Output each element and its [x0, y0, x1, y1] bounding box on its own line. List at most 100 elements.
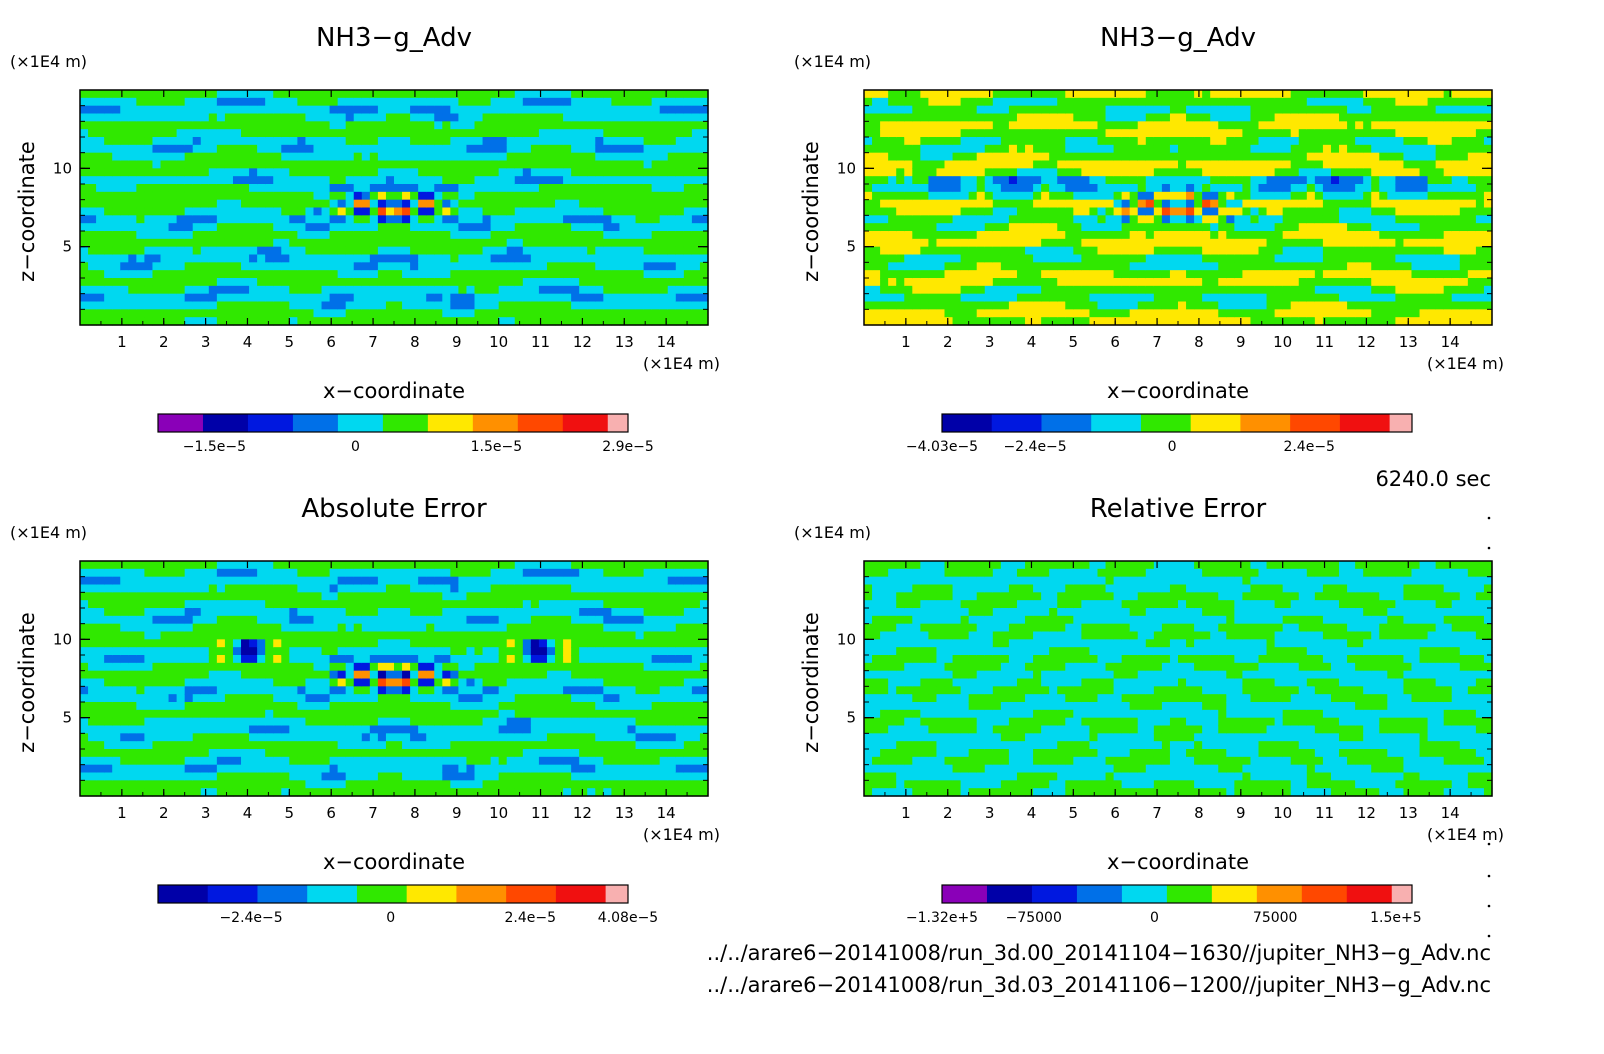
heatmap-cell: [1153, 184, 1163, 193]
heatmap-cell: [1073, 199, 1082, 209]
heatmap-cell: [337, 293, 347, 303]
heatmap-cell: [1169, 246, 1179, 256]
heatmap-cell: [241, 278, 250, 287]
heatmap-cell: [1435, 278, 1445, 287]
heatmap-cell: [1218, 168, 1227, 177]
heatmap-cell: [128, 278, 137, 287]
heatmap-cell: [1306, 113, 1316, 122]
heatmap-cell: [952, 285, 962, 295]
heatmap-cell: [160, 278, 170, 287]
heatmap-cell: [1145, 160, 1155, 169]
heatmap-cell: [385, 278, 395, 287]
heatmap-cell: [635, 160, 645, 169]
heatmap-cell: [888, 191, 897, 201]
heatmap-cell: [474, 309, 484, 318]
heatmap-cell: [888, 137, 897, 146]
heatmap-cell: [136, 207, 146, 216]
heatmap-cell: [667, 270, 677, 279]
heatmap-cell: [305, 262, 315, 271]
heatmap-cell: [216, 137, 226, 146]
heatmap-cell: [691, 278, 701, 287]
heatmap-cell: [1282, 184, 1292, 193]
heatmap-cell: [563, 144, 572, 154]
heatmap-cell: [595, 278, 604, 287]
heatmap-cell: [289, 285, 298, 295]
heatmap-cell: [168, 152, 178, 162]
heatmap-cell: [80, 678, 89, 687]
heatmap-cell: [385, 144, 395, 154]
heatmap-cell: [1475, 246, 1485, 256]
heatmap-cell: [952, 121, 962, 130]
heatmap-cell: [377, 270, 387, 279]
heatmap-cell: [888, 121, 897, 130]
heatmap-cell: [1194, 168, 1203, 177]
heatmap-cell: [1234, 231, 1244, 240]
heatmap-cell: [1314, 105, 1324, 115]
heatmap-cell: [976, 309, 986, 318]
heatmap-cell: [426, 160, 435, 169]
heatmap-cell: [257, 207, 266, 216]
heatmap-cell: [1266, 231, 1276, 240]
heatmap-cell: [88, 129, 97, 138]
heatmap-cell: [912, 262, 921, 271]
heatmap-cell: [1049, 90, 1058, 99]
heatmap-cell: [864, 285, 873, 295]
heatmap-cell: [603, 254, 612, 263]
heatmap-cell: [329, 97, 339, 107]
heatmap-cell: [321, 285, 331, 295]
heatmap-cell: [128, 191, 137, 201]
heatmap-cell: [1041, 129, 1050, 138]
heatmap-cell: [603, 152, 612, 162]
heatmap-cell: [200, 293, 210, 303]
heatmap-cell: [1113, 270, 1123, 279]
heatmap-cell: [1016, 262, 1026, 271]
heatmap-cell: [369, 223, 379, 232]
heatmap-cell: [1033, 285, 1042, 295]
heatmap-cell: [1081, 231, 1091, 240]
heatmap-cell: [1403, 176, 1413, 185]
heatmap-cell: [249, 293, 258, 303]
x-tick-label: 10: [1273, 333, 1292, 351]
heatmap-cell: [699, 152, 709, 162]
heatmap-cell: [1459, 246, 1469, 256]
heatmap-cell: [904, 254, 913, 263]
heatmap-cell: [265, 129, 274, 138]
heatmap-cell: [888, 301, 897, 310]
heatmap-cell: [555, 238, 564, 248]
heatmap-cell: [1097, 270, 1107, 279]
heatmap-cell: [546, 168, 556, 177]
heatmap-cell: [104, 285, 113, 295]
heatmap-cell: [96, 97, 105, 107]
heatmap-cell: [1347, 309, 1356, 318]
heatmap-cell: [1322, 121, 1332, 130]
heatmap-cell: [297, 199, 307, 209]
heatmap-cell: [1355, 270, 1364, 279]
heatmap-cell: [1387, 176, 1396, 185]
heatmap-cell: [920, 137, 930, 146]
heatmap-cell: [1475, 215, 1485, 224]
heatmap-cell: [920, 113, 930, 122]
heatmap-cell: [1008, 97, 1018, 107]
heatmap-cell: [595, 309, 604, 318]
heatmap-cell: [651, 113, 661, 122]
heatmap-cell: [224, 129, 234, 138]
heatmap-cell: [1129, 152, 1139, 162]
heatmap-cell: [920, 152, 930, 162]
heatmap-cell: [514, 262, 524, 271]
heatmap-cell: [136, 254, 146, 263]
heatmap-cell: [200, 176, 210, 185]
heatmap-cell: [872, 270, 881, 279]
heatmap-cell: [1403, 231, 1413, 240]
heatmap-cell: [1081, 176, 1091, 185]
heatmap-cell: [699, 144, 709, 154]
heatmap-cell: [1242, 270, 1252, 279]
heatmap-cell: [128, 270, 137, 279]
heatmap-cell: [1169, 137, 1179, 146]
heatmap-cell: [458, 238, 468, 248]
heatmap-cell: [1347, 270, 1356, 279]
heatmap-cell: [377, 207, 387, 216]
heatmap-cell: [184, 278, 194, 287]
heatmap-cell: [571, 317, 580, 326]
heatmap-cell: [675, 309, 685, 318]
heatmap-cell: [1435, 199, 1445, 209]
